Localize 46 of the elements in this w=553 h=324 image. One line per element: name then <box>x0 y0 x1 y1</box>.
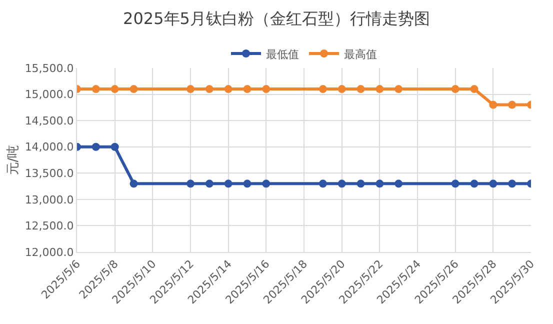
point <box>318 180 327 188</box>
point <box>376 85 384 94</box>
y-axis-title: 元/吨 <box>6 144 21 176</box>
point <box>243 85 252 94</box>
point <box>110 85 119 94</box>
legend-label: 最低值 <box>266 48 299 61</box>
point <box>489 100 498 109</box>
y-tick-label: 15,000.0 <box>24 88 74 102</box>
point <box>92 85 100 94</box>
point <box>508 180 516 188</box>
legend-label: 最高值 <box>344 48 377 61</box>
point <box>470 180 478 188</box>
point <box>110 142 119 151</box>
y-tick-label: 13,000.0 <box>24 193 74 206</box>
point <box>489 180 498 188</box>
point <box>92 142 100 151</box>
point <box>451 180 460 188</box>
point <box>451 85 460 94</box>
point <box>130 85 138 94</box>
point <box>356 180 365 188</box>
y-tick-label: 12,000.0 <box>24 246 74 259</box>
point <box>205 180 214 188</box>
y-tick-label: 13,500.0 <box>24 166 74 180</box>
point <box>243 180 252 188</box>
point <box>394 180 403 188</box>
y-tick-label: 14,500.0 <box>24 114 74 128</box>
chart-title: 2025年5月钛白粉（金红石型）行情走势图 <box>123 9 430 28</box>
point <box>376 180 384 188</box>
point <box>130 180 138 188</box>
point <box>338 85 346 94</box>
point <box>262 85 270 94</box>
point <box>338 180 346 188</box>
y-tick-label: 15,500.0 <box>24 62 74 75</box>
point <box>186 85 194 94</box>
point <box>318 85 327 94</box>
point <box>186 180 194 188</box>
point <box>394 85 403 94</box>
y-tick-label: 12,500.0 <box>24 220 74 233</box>
point <box>205 85 214 94</box>
point <box>224 85 232 94</box>
point <box>262 180 270 188</box>
point <box>470 85 478 94</box>
point <box>224 180 232 188</box>
point <box>508 100 516 109</box>
y-tick-label: 14,000.0 <box>24 140 74 154</box>
point <box>356 85 365 94</box>
